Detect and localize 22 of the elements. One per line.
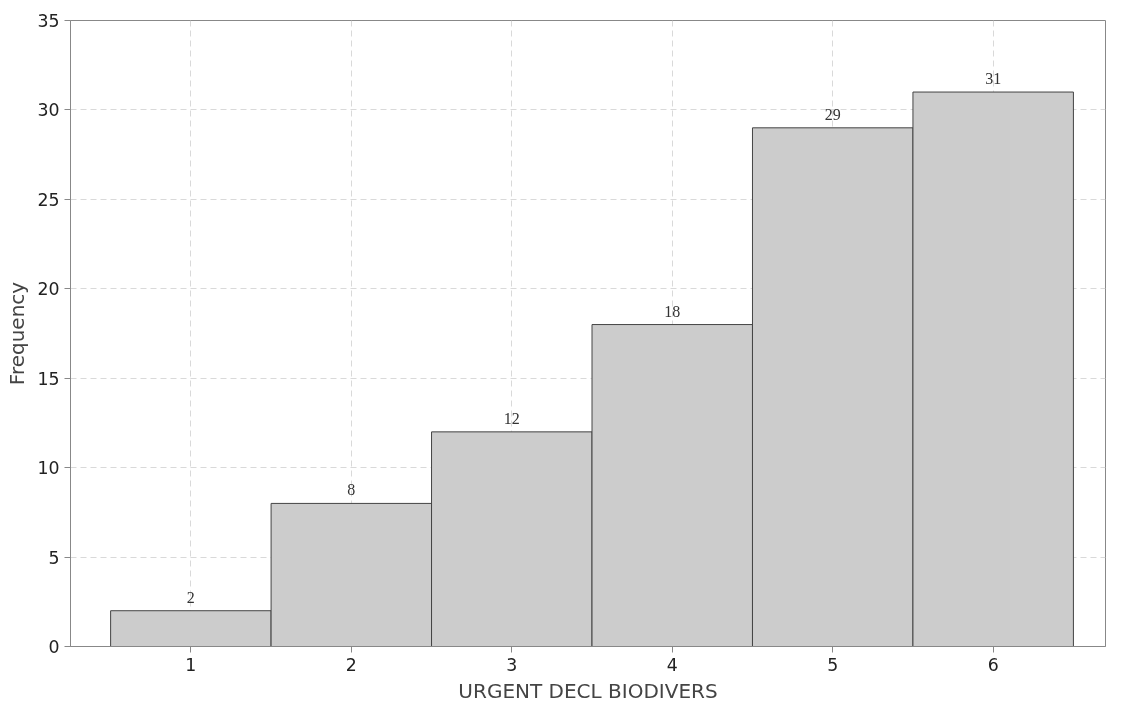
x-tick-label: 4: [666, 654, 678, 675]
y-tick-label: 0: [48, 637, 60, 657]
y-tick-label: 15: [37, 368, 60, 389]
y-tick-label: 20: [37, 279, 60, 300]
data-label: 2: [186, 588, 195, 606]
data-label: 18: [664, 302, 681, 320]
data-label: 12: [503, 409, 520, 427]
data-label: 31: [985, 70, 1002, 88]
y-tick-label: 35: [37, 11, 60, 31]
x-tick-label: 1: [185, 654, 197, 675]
x-tick-label: 3: [506, 654, 518, 675]
y-tick-label: 10: [37, 458, 60, 479]
data-label: 8: [347, 481, 356, 499]
y-tick-label: 30: [37, 100, 60, 121]
x-tick-label: 2: [345, 654, 357, 675]
x-tick-label: 5: [827, 654, 839, 675]
x-tick-label: 6: [987, 654, 999, 675]
data-label: 29: [824, 105, 841, 123]
x-axis-title: URGENT DECL BIODIVERS: [458, 678, 718, 703]
y-tick-label: 25: [37, 189, 60, 210]
y-tick-label: 5: [48, 547, 60, 568]
y-axis-title: Frequency: [5, 281, 30, 386]
